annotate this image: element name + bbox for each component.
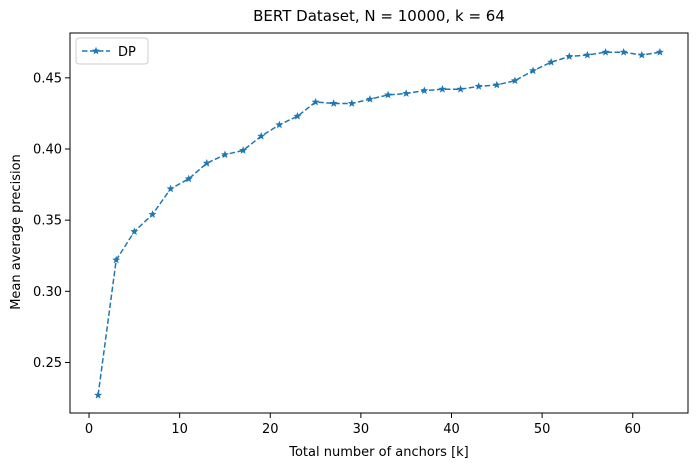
plot-area: 0 10 20 30 40 50 60 0.25 0.30 0.35 0.40 0.45 bbox=[33, 32, 689, 437]
data-point bbox=[148, 210, 157, 218]
data-point bbox=[329, 99, 338, 107]
data-point bbox=[438, 85, 447, 93]
legend-label-dp: DP bbox=[118, 45, 136, 60]
data-point bbox=[601, 48, 610, 56]
x-tick-label: 60 bbox=[624, 422, 641, 437]
data-point bbox=[510, 76, 519, 85]
x-axis-label: Total number of anchors [k] bbox=[288, 445, 469, 460]
data-point bbox=[347, 99, 356, 107]
data-point bbox=[384, 90, 393, 99]
x-tick-label: 50 bbox=[534, 422, 551, 437]
x-tick-label: 30 bbox=[353, 422, 370, 437]
data-point bbox=[547, 57, 556, 66]
data-point bbox=[202, 159, 211, 167]
y-tick-label: 0.40 bbox=[33, 142, 62, 157]
data-point bbox=[184, 174, 193, 183]
y-tick-label: 0.30 bbox=[33, 285, 62, 300]
data-point bbox=[420, 86, 429, 95]
data-point bbox=[257, 131, 266, 140]
chart-title: BERT Dataset, N = 10000, k = 64 bbox=[253, 7, 505, 25]
data-point bbox=[365, 94, 374, 103]
data-point bbox=[275, 120, 284, 129]
y-tick-label: 0.35 bbox=[33, 214, 62, 229]
data-point bbox=[220, 150, 229, 159]
y-axis-label: Mean average precision bbox=[9, 154, 24, 310]
data-point bbox=[474, 82, 483, 90]
data-point bbox=[655, 48, 664, 56]
data-point bbox=[293, 112, 302, 120]
x-tick-label: 0 bbox=[85, 422, 93, 437]
data-point bbox=[402, 89, 411, 97]
data-point bbox=[94, 391, 103, 399]
data-point bbox=[456, 85, 465, 93]
x-tick-label: 20 bbox=[262, 422, 279, 437]
data-point bbox=[492, 80, 501, 89]
data-point bbox=[130, 227, 139, 235]
data-point bbox=[565, 52, 574, 60]
legend-marker-icon bbox=[92, 46, 100, 55]
legend-frame bbox=[75, 37, 149, 65]
data-point bbox=[311, 97, 320, 106]
series-line-dp bbox=[97, 51, 661, 396]
axes-frame bbox=[69, 32, 689, 414]
data-point bbox=[619, 48, 628, 56]
y-tick-label: 0.25 bbox=[33, 356, 62, 371]
x-tick-label: 40 bbox=[443, 422, 460, 437]
data-point bbox=[239, 146, 248, 154]
y-tick-label: 0.45 bbox=[33, 71, 62, 86]
legend: DP bbox=[75, 37, 149, 65]
data-point bbox=[637, 50, 646, 59]
x-tick-label: 10 bbox=[171, 422, 188, 437]
data-point bbox=[166, 184, 175, 193]
data-point bbox=[112, 255, 121, 264]
data-point bbox=[583, 50, 592, 59]
data-point bbox=[529, 66, 538, 75]
